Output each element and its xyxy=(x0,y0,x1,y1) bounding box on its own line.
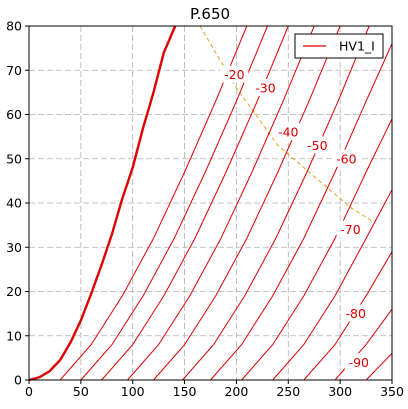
series-line-hv1-i xyxy=(28,25,177,382)
contour-label: -20 xyxy=(224,67,244,82)
contour-line xyxy=(365,353,393,381)
contour-label-bg xyxy=(344,353,373,371)
y-tick-label: 30 xyxy=(6,240,22,255)
contour-line xyxy=(210,43,393,381)
grid-layer xyxy=(29,26,392,380)
contour-label: -70 xyxy=(340,222,360,237)
contour-line xyxy=(182,25,370,381)
contour-label-bg xyxy=(336,220,365,238)
legend-label-hv1-i: HV1_I xyxy=(339,39,375,54)
contour-label: -60 xyxy=(336,151,356,166)
y-tick-label: 60 xyxy=(6,107,22,122)
contour-line xyxy=(101,25,289,381)
y-tick-label: 50 xyxy=(6,151,22,166)
chart-title: P.650 xyxy=(190,5,230,23)
contour-layer xyxy=(59,25,393,381)
x-tick-label: 0 xyxy=(25,384,33,399)
y-tick-label: 10 xyxy=(6,328,22,343)
x-tick-label: 150 xyxy=(173,384,197,399)
y-tick-label: 80 xyxy=(6,19,22,34)
contour-label-bg xyxy=(220,65,249,83)
contour-label-bg xyxy=(303,136,332,154)
contour-label-layer: -20 -30 -40 -50 -60 -70 -80 -90 xyxy=(220,65,373,371)
x-tick-label: 250 xyxy=(276,384,300,399)
y-tick-label: 40 xyxy=(6,196,22,211)
contour-line xyxy=(80,25,268,381)
tick-layer: 0 50 100 150 200 250 300 350 0 10 20 30 40 50 60 70 80 xyxy=(6,19,404,400)
y-tick-label: 20 xyxy=(6,284,22,299)
x-tick-label: 300 xyxy=(328,384,352,399)
contour-label-bg xyxy=(332,149,361,167)
contour-label-bg xyxy=(251,78,280,96)
contour-label-bg xyxy=(341,304,370,322)
contour-line xyxy=(127,25,315,381)
y-tick-label: 0 xyxy=(14,373,22,388)
contour-label: -90 xyxy=(349,355,369,370)
contour-label-bg xyxy=(274,123,303,141)
x-tick-label: 200 xyxy=(224,384,248,399)
contour-label: -40 xyxy=(278,125,298,140)
series-layer xyxy=(28,25,177,382)
x-tick-label: 350 xyxy=(380,384,404,399)
y-tick-label: 70 xyxy=(6,63,22,78)
legend: HV1_I xyxy=(294,33,384,59)
x-tick-label: 100 xyxy=(121,384,145,399)
x-tick-label: 50 xyxy=(73,384,89,399)
contour-line xyxy=(59,25,248,381)
contour-label: -80 xyxy=(345,306,365,321)
contour-label: -30 xyxy=(255,80,275,95)
contour-line xyxy=(272,189,393,381)
contour-line xyxy=(153,25,341,381)
contour-line xyxy=(241,118,393,381)
contour-label: -50 xyxy=(307,138,327,153)
